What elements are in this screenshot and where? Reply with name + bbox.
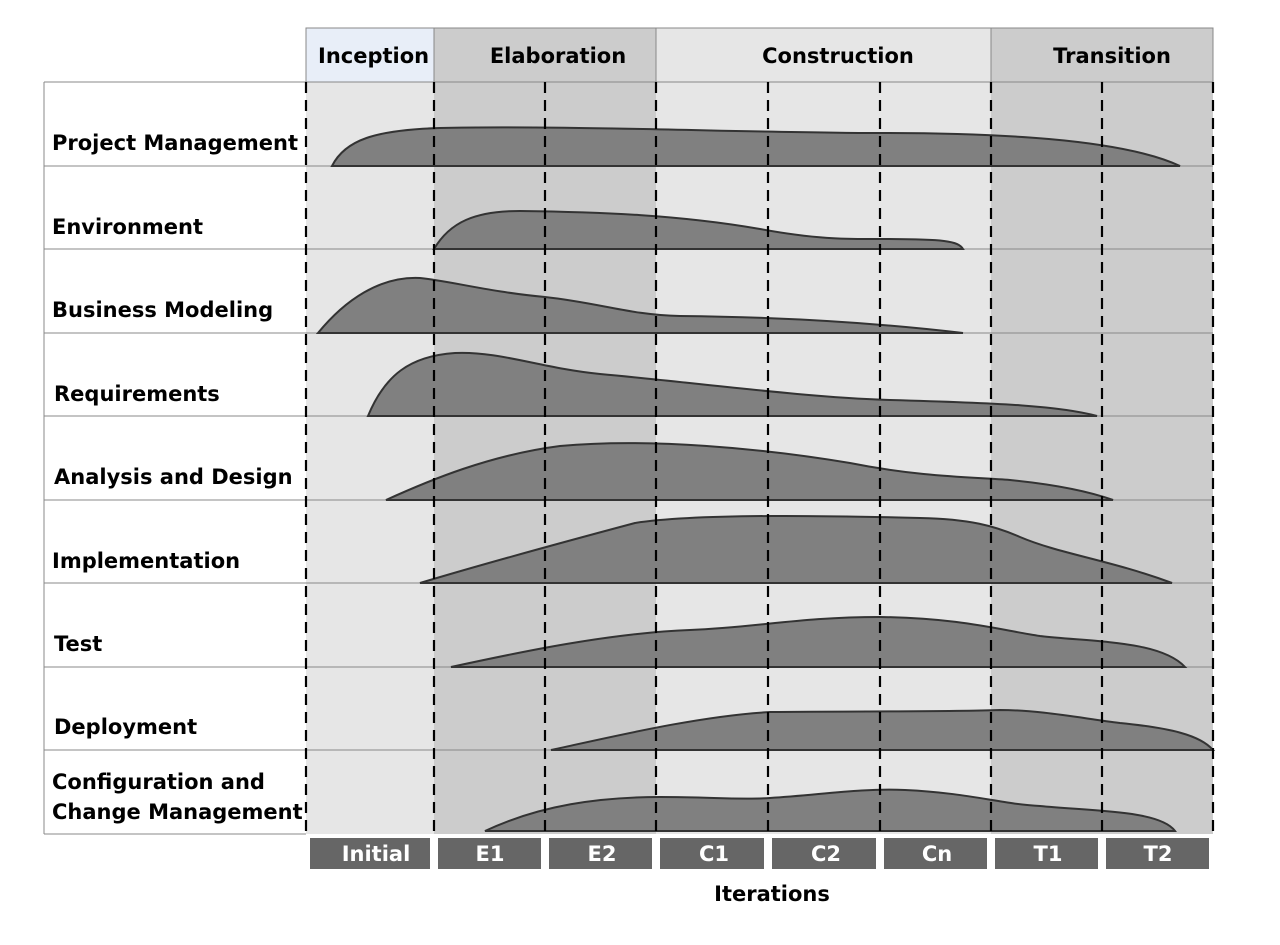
hump-implementation — [419, 514, 1173, 584]
iteration-label-e2: E2 — [588, 842, 617, 866]
discipline-labels: Project Management Environment Business … — [52, 131, 303, 824]
iteration-label-e1: E1 — [476, 842, 505, 866]
transition-column-bg — [991, 82, 1213, 834]
discipline-label-business-modeling: Business Modeling — [52, 298, 273, 322]
iteration-label-t2: T2 — [1144, 842, 1173, 866]
discipline-label-deployment: Deployment — [54, 715, 197, 739]
hump-business-modeling — [315, 276, 964, 334]
iteration-label-initial: Initial — [342, 842, 411, 866]
discipline-label-environment: Environment — [52, 215, 203, 239]
hump-configuration-change-management — [484, 788, 1177, 832]
hump-deployment — [550, 708, 1216, 751]
phase-label-construction: Construction — [762, 44, 914, 68]
discipline-label-analysis-design: Analysis and Design — [54, 465, 293, 489]
iteration-box-c1 — [660, 838, 764, 869]
discipline-label-configuration-line2: Change Management — [52, 800, 303, 824]
hump-environment — [432, 209, 965, 250]
iteration-box-cn — [884, 838, 987, 869]
discipline-label-configuration-line1: Configuration and — [52, 770, 265, 794]
phase-label-inception: Inception — [318, 44, 429, 68]
inception-column-bg — [306, 82, 434, 834]
iteration-label-cn: Cn — [922, 842, 952, 866]
phase-header: Inception Elaboration Construction Trans… — [305, 27, 1214, 83]
iteration-box-c2 — [772, 838, 876, 869]
iteration-box-t2 — [1106, 838, 1209, 869]
iteration-box-e2 — [549, 838, 652, 869]
iteration-box-e1 — [438, 838, 541, 869]
discipline-label-test: Test — [54, 632, 102, 656]
iteration-label-c1: C1 — [699, 842, 729, 866]
discipline-label-requirements: Requirements — [54, 382, 220, 406]
hump-analysis-design — [385, 442, 1114, 501]
discipline-label-project-management: Project Management — [52, 131, 298, 155]
iteration-bar: Initial E1 E2 C1 C2 Cn T1 T2 — [310, 838, 1209, 869]
iterations-axis-label: Iterations — [714, 882, 830, 906]
iteration-label-t1: T1 — [1034, 842, 1063, 866]
iteration-label-c2: C2 — [811, 842, 841, 866]
phase-label-transition: Transition — [1053, 44, 1171, 68]
phase-label-elaboration: Elaboration — [490, 44, 626, 68]
discipline-label-implementation: Implementation — [52, 549, 240, 573]
hump-requirements — [366, 351, 1098, 417]
iteration-box-t1 — [995, 838, 1098, 869]
hump-test — [450, 615, 1188, 668]
iteration-box-initial — [310, 838, 430, 869]
